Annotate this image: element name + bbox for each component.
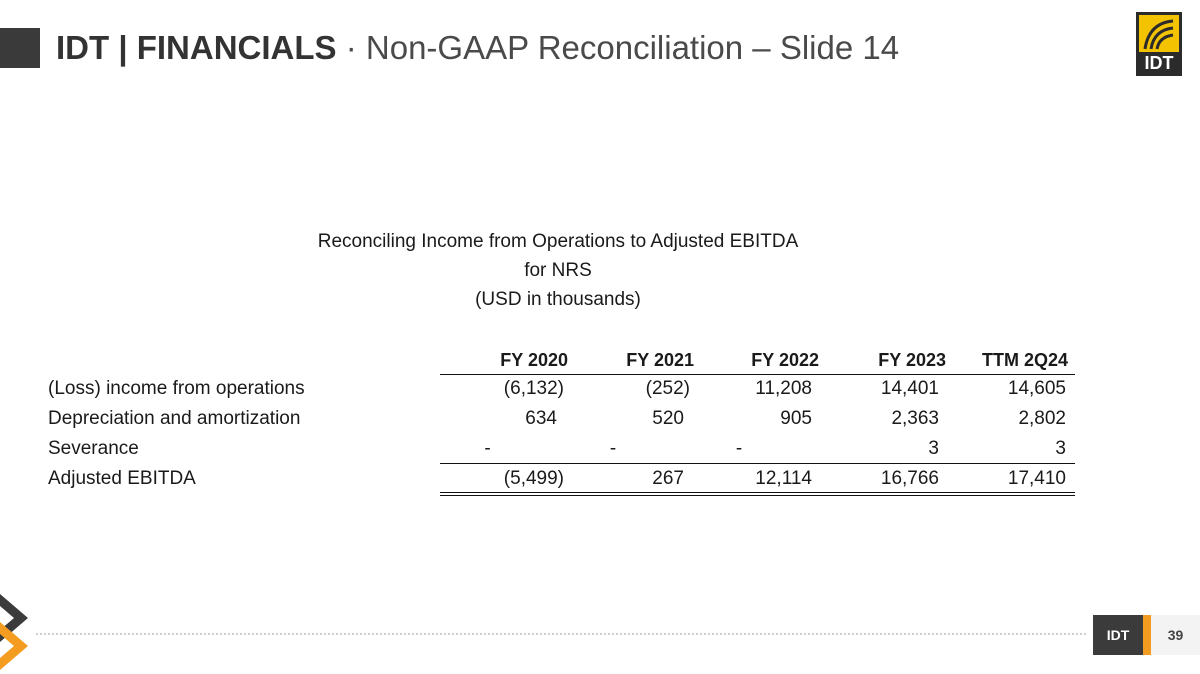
table-cell: 14,605 (1007, 378, 1066, 399)
table-title: Reconciling Income from Operations to Ad… (317, 231, 799, 252)
table-cell: 12,114 (755, 468, 812, 489)
title-subtitle: · Non-GAAP Reconciliation – Slide 14 (345, 29, 900, 66)
page-number: 39 (1151, 615, 1200, 655)
table-cell: (5,499) (503, 468, 564, 489)
page-title: IDT | FINANCIALS · Non-GAAP Reconciliati… (56, 26, 899, 70)
column-header: FY 2020 (500, 350, 568, 370)
logo-swirl-icon (1143, 19, 1174, 50)
table-cell: 3 (928, 438, 939, 459)
table-cell: 14,401 (880, 378, 939, 399)
title-accent-bar (0, 28, 40, 68)
row-label: (Loss) income from operations (48, 378, 305, 399)
table-cell: - (735, 438, 743, 459)
row-label: Depreciation and amortization (48, 408, 301, 429)
table-cell: 267 (652, 468, 684, 489)
column-header: FY 2023 (878, 350, 946, 370)
column-header: FY 2022 (751, 350, 819, 370)
table-cell: 3 (1055, 438, 1066, 459)
table-cell: 16,766 (880, 468, 939, 489)
table-cell: 634 (525, 408, 557, 429)
row-label: Severance (48, 438, 139, 459)
header-rule (440, 374, 1075, 375)
table-cell: 11,208 (755, 378, 812, 399)
logo-emblem-icon (1139, 15, 1179, 52)
table-cell: - (609, 438, 617, 459)
title-bold: IDT | FINANCIALS (56, 29, 337, 66)
table-units: (USD in thousands) (475, 289, 641, 310)
footer-dotted-line (36, 633, 1086, 635)
total-double-rule-top (440, 492, 1075, 493)
table-cell: 2,802 (1018, 408, 1066, 429)
table-cell: (6,132) (503, 378, 564, 399)
table-cell: (252) (645, 378, 690, 399)
table-subtitle: for NRS (524, 260, 592, 281)
footer-accent-strip (1143, 615, 1151, 655)
table-cell: 905 (780, 408, 812, 429)
table-cell: 17,410 (1007, 468, 1066, 489)
table-cell: 2,363 (891, 408, 939, 429)
column-header: TTM 2Q24 (981, 350, 1068, 370)
table-cell: 520 (652, 408, 684, 429)
column-header: FY 2021 (626, 350, 694, 370)
row-label: Adjusted EBITDA (48, 468, 196, 489)
corner-chevron-icon (0, 594, 28, 670)
idt-logo: IDT (1136, 12, 1182, 76)
subtotal-rule (440, 463, 1075, 464)
logo-text: IDT (1144, 53, 1174, 73)
footer-brand-tag: IDT (1093, 615, 1143, 655)
table-cell: - (484, 438, 491, 459)
total-double-rule-bottom (440, 495, 1075, 496)
